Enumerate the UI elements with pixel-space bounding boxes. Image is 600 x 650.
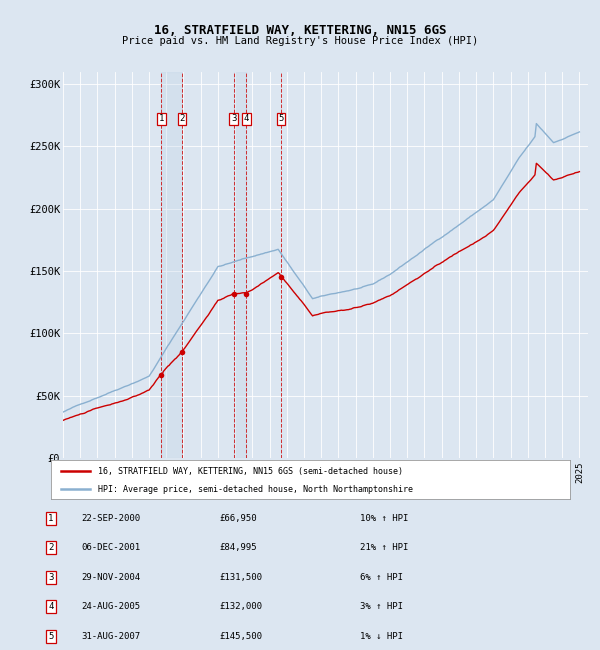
Text: 06-DEC-2001: 06-DEC-2001: [81, 543, 140, 552]
Text: £132,000: £132,000: [219, 603, 262, 611]
Bar: [233, 72, 247, 458]
Text: 24-AUG-2005: 24-AUG-2005: [81, 603, 140, 611]
Text: 2: 2: [179, 114, 185, 124]
Text: 16, STRATFIELD WAY, KETTERING, NN15 6GS (semi-detached house): 16, STRATFIELD WAY, KETTERING, NN15 6GS …: [98, 467, 403, 476]
Text: 29-NOV-2004: 29-NOV-2004: [81, 573, 140, 582]
Text: Price paid vs. HM Land Registry's House Price Index (HPI): Price paid vs. HM Land Registry's House …: [122, 36, 478, 46]
Text: 1% ↓ HPI: 1% ↓ HPI: [360, 632, 403, 641]
Text: £145,500: £145,500: [219, 632, 262, 641]
Text: HPI: Average price, semi-detached house, North Northamptonshire: HPI: Average price, semi-detached house,…: [98, 485, 413, 494]
Text: £66,950: £66,950: [219, 514, 257, 523]
Text: 6% ↑ HPI: 6% ↑ HPI: [360, 573, 403, 582]
Text: 22-SEP-2000: 22-SEP-2000: [81, 514, 140, 523]
Text: 31-AUG-2007: 31-AUG-2007: [81, 632, 140, 641]
Text: 3: 3: [49, 573, 53, 582]
Text: £131,500: £131,500: [219, 573, 262, 582]
Text: 21% ↑ HPI: 21% ↑ HPI: [360, 543, 409, 552]
Text: 5: 5: [49, 632, 53, 641]
Text: 3: 3: [231, 114, 236, 124]
Text: 1: 1: [159, 114, 164, 124]
Bar: [161, 72, 182, 458]
Text: 3% ↑ HPI: 3% ↑ HPI: [360, 603, 403, 611]
Text: 4: 4: [49, 603, 53, 611]
Text: 10% ↑ HPI: 10% ↑ HPI: [360, 514, 409, 523]
Text: 1: 1: [49, 514, 53, 523]
Text: 5: 5: [278, 114, 284, 124]
Text: 16, STRATFIELD WAY, KETTERING, NN15 6GS: 16, STRATFIELD WAY, KETTERING, NN15 6GS: [154, 24, 446, 37]
Text: 4: 4: [244, 114, 249, 124]
Text: 2: 2: [49, 543, 53, 552]
Text: £84,995: £84,995: [219, 543, 257, 552]
